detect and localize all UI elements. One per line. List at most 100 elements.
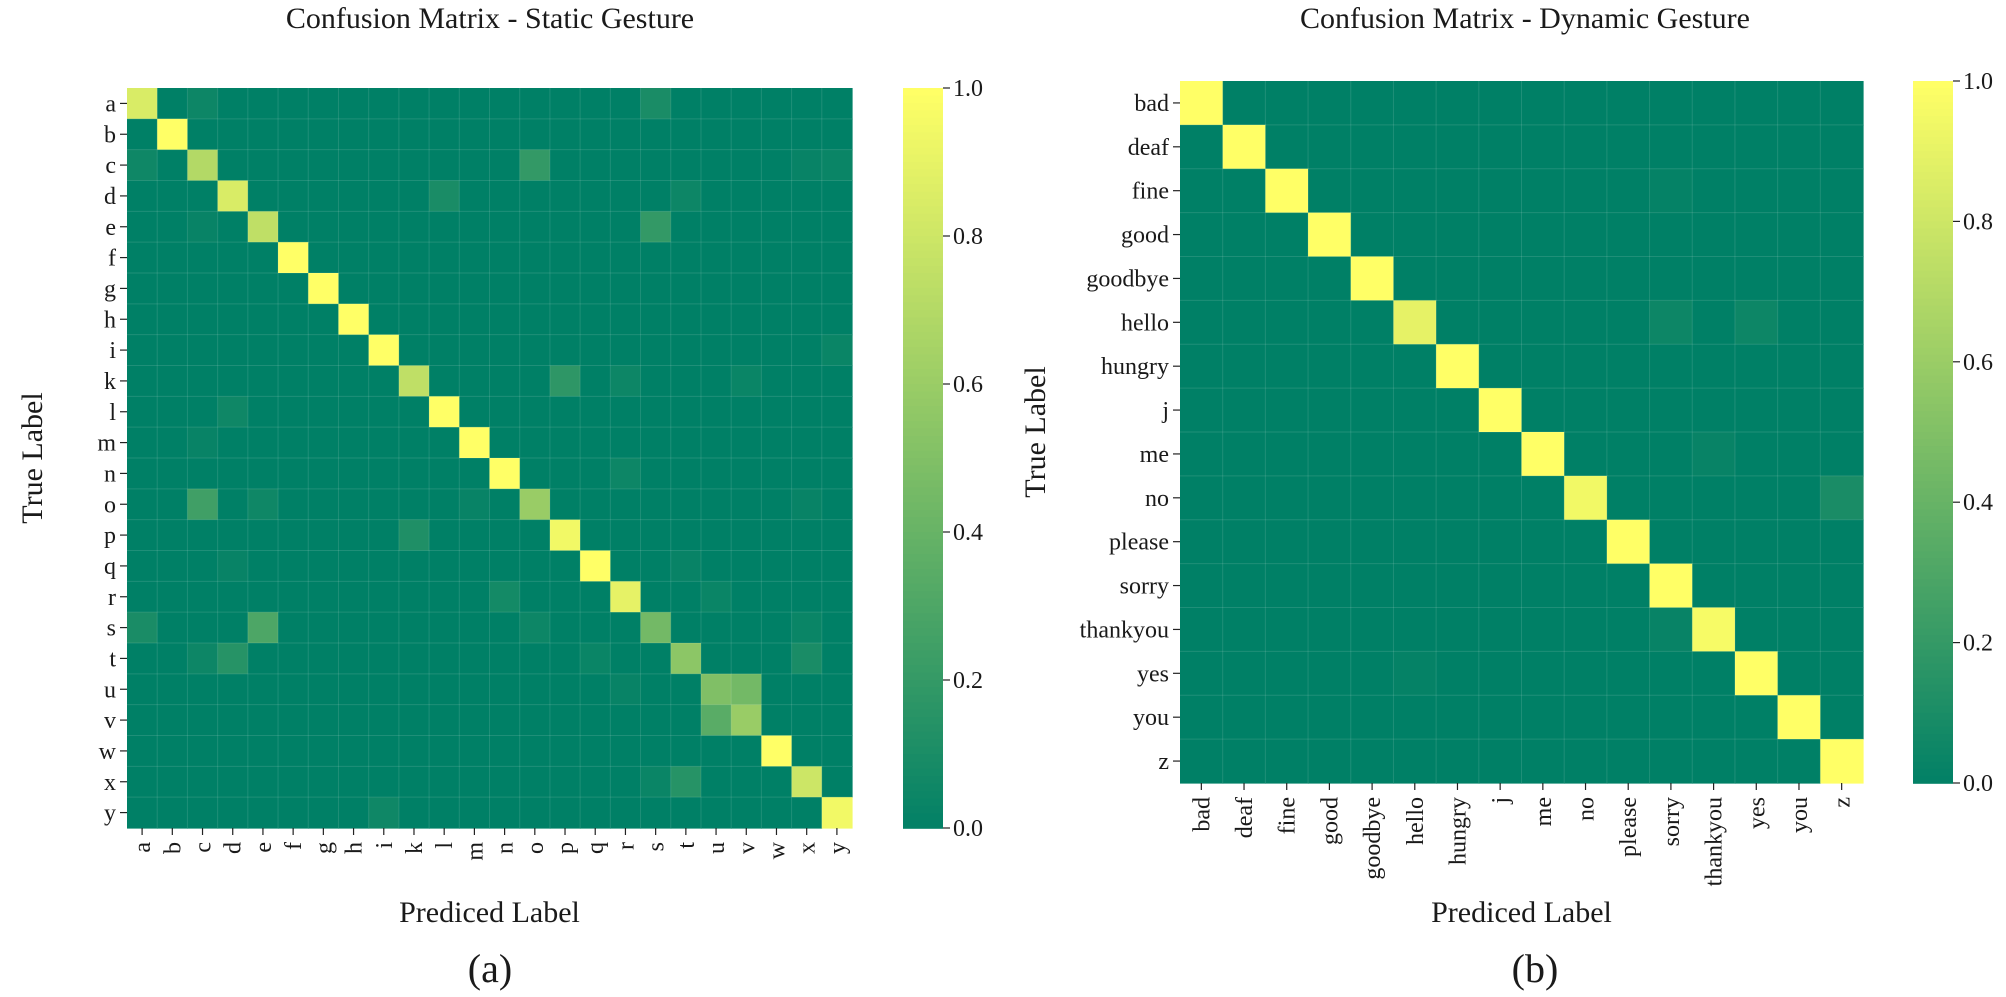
heatmap-cell <box>1692 81 1736 126</box>
heatmap-cell <box>610 519 642 552</box>
heatmap-cell <box>821 673 853 706</box>
heatmap-cell <box>670 149 702 182</box>
colorbar-segment <box>1913 579 1953 588</box>
heatmap-cell <box>1820 388 1864 433</box>
heatmap-cell <box>308 88 340 120</box>
heatmap-cell <box>1820 475 1864 521</box>
heatmap-cell <box>157 458 189 490</box>
colorbar-segment <box>903 376 943 385</box>
heatmap-cell <box>398 303 430 336</box>
heatmap-cell <box>610 797 642 829</box>
heatmap-cell <box>791 88 823 120</box>
colorbar-segment <box>1913 684 1953 693</box>
heatmap-cell <box>368 581 400 613</box>
heatmap-cell <box>127 643 158 675</box>
colorbar-segment <box>903 805 943 814</box>
heatmap-cell <box>1393 300 1437 345</box>
heatmap-cell <box>1393 168 1437 214</box>
colorbar-segment <box>1913 305 1953 314</box>
colorbar-segment <box>903 717 943 726</box>
heatmap-cell <box>519 149 551 182</box>
heatmap-cell <box>549 365 581 397</box>
colorbar-segment <box>903 702 943 711</box>
heatmap-cell <box>1649 607 1693 652</box>
heatmap-cell <box>157 180 189 212</box>
heatmap-cell <box>549 519 581 552</box>
heatmap-cell <box>368 149 400 182</box>
heatmap-cell <box>338 766 370 798</box>
heatmap-cell <box>519 427 551 459</box>
heatmap-cell <box>670 519 702 552</box>
x-tick-label: c <box>191 842 217 853</box>
heatmap-cell <box>1692 563 1736 609</box>
x-tick-label: hello <box>1403 797 1429 845</box>
heatmap-cell <box>640 88 672 120</box>
colorbar-segment <box>1913 460 1953 468</box>
heatmap-cell <box>459 211 491 243</box>
heatmap-cell <box>610 581 642 613</box>
heatmap-cell <box>157 334 189 367</box>
heatmap-cell <box>308 180 340 212</box>
heatmap-cell <box>610 673 642 706</box>
x-axis-label: Prediced Label <box>1431 896 1612 929</box>
y-tick-label: good <box>1121 223 1169 249</box>
heatmap-cell <box>1478 475 1523 521</box>
heatmap-cell <box>700 334 732 367</box>
heatmap-cell <box>580 365 611 397</box>
heatmap-cell <box>1180 519 1224 565</box>
heatmap-cell <box>791 673 823 706</box>
heatmap-cell <box>489 797 521 829</box>
heatmap-cell <box>519 273 551 305</box>
x-tick-label: no <box>1574 797 1600 821</box>
heatmap-cell <box>1820 563 1864 609</box>
heatmap-cell <box>1692 300 1736 345</box>
colorbar-segment <box>903 591 943 600</box>
colorbar-segment <box>1913 389 1953 398</box>
colorbar-segment <box>903 117 943 126</box>
heatmap-cell <box>429 797 460 829</box>
heatmap-cell <box>821 180 853 212</box>
heatmap-cell <box>429 88 460 120</box>
colorbar-segment <box>1913 565 1953 574</box>
heatmap-cell <box>640 458 672 490</box>
heatmap-cell <box>731 303 762 336</box>
colorbar-segment <box>903 213 943 222</box>
heatmap-cell <box>338 365 370 397</box>
heatmap-cell <box>1265 388 1309 433</box>
heatmap-cell <box>157 519 189 552</box>
x-tick-label: please <box>1616 797 1642 857</box>
heatmap-cell <box>549 643 581 675</box>
heatmap-cell <box>1180 739 1224 784</box>
heatmap-cell <box>1777 168 1821 214</box>
y-tick-label: n <box>104 461 116 487</box>
heatmap-cell <box>791 704 823 737</box>
heatmap-cell <box>700 118 732 151</box>
heatmap-cell <box>519 458 551 490</box>
heatmap-cell <box>700 581 732 613</box>
heatmap-cell <box>127 581 158 613</box>
heatmap-cell <box>187 273 219 305</box>
heatmap-cell <box>1820 344 1864 389</box>
heatmap-cell <box>429 427 460 459</box>
colorbar-segment <box>903 332 943 341</box>
colorbar-segment <box>903 598 943 607</box>
heatmap-cell <box>761 735 793 767</box>
heatmap-cell <box>278 704 309 737</box>
heatmap-cell <box>1606 651 1651 696</box>
heatmap-cell <box>700 427 732 459</box>
heatmap-cell <box>1478 81 1523 126</box>
heatmap-cell <box>791 334 823 367</box>
colorbar-segment <box>903 125 943 134</box>
heatmap-cell <box>308 581 340 613</box>
heatmap-cell <box>308 211 340 243</box>
heatmap-cell <box>217 797 249 829</box>
colorbar-segment <box>1913 361 1953 370</box>
heatmap-cell <box>519 334 551 367</box>
heatmap-cell <box>1436 739 1480 784</box>
x-tick-label: yes <box>1744 797 1770 829</box>
heatmap-cell <box>580 488 611 521</box>
heatmap-cell <box>308 303 340 336</box>
colorbar-segment <box>903 421 943 430</box>
y-tick-label: k <box>104 369 116 395</box>
heatmap-cell <box>127 242 158 274</box>
